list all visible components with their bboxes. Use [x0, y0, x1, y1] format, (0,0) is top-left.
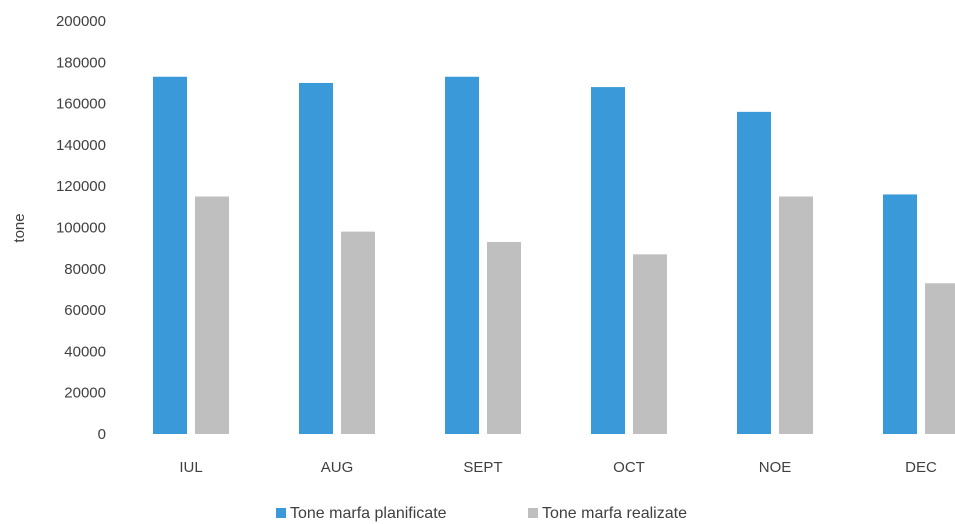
bars [153, 76, 955, 435]
bar-realized-iul [195, 196, 229, 434]
legend-label: Tone marfa planificate [290, 505, 447, 522]
bar-realized-aug [341, 231, 375, 434]
y-tick-label: 40000 [64, 343, 106, 360]
bar-planned-noe [737, 111, 771, 435]
bar-planned-iul [153, 76, 187, 434]
legend-label: Tone marfa realizate [542, 505, 687, 522]
x-tick-label: DEC [905, 459, 937, 476]
y-tick-label: 80000 [64, 261, 106, 278]
y-tick-label: 100000 [56, 220, 106, 237]
legend-swatch [528, 508, 538, 518]
bar-planned-aug [299, 82, 333, 434]
bar-realized-oct [633, 254, 667, 434]
legend-swatch [276, 508, 286, 518]
x-axis-ticks: IUL AUG SEPT OCT NOE DEC [179, 459, 937, 476]
y-tick-label: 180000 [56, 54, 106, 71]
y-tick-label: 0 [98, 426, 106, 443]
bar-realized-dec [925, 283, 955, 434]
x-tick-label: AUG [321, 459, 354, 476]
y-tick-label: 140000 [56, 137, 106, 154]
y-tick-label: 20000 [64, 385, 106, 402]
x-tick-label: SEPT [463, 459, 502, 476]
bar-realized-noe [779, 196, 813, 434]
x-tick-label: OCT [613, 459, 645, 476]
y-tick-label: 120000 [56, 178, 106, 195]
x-tick-label: IUL [179, 459, 202, 476]
y-axis-title: tone [11, 213, 28, 242]
bar-planned-dec [883, 194, 917, 434]
bar-planned-oct [591, 87, 625, 434]
y-tick-label: 160000 [56, 96, 106, 113]
bar-planned-sept [445, 76, 479, 434]
x-tick-label: NOE [759, 459, 792, 476]
bar-realized-sept [487, 241, 521, 434]
y-axis-ticks: 0 20000 40000 60000 80000 100000 120000 140000 1… [56, 13, 106, 443]
y-tick-label: 200000 [56, 13, 106, 30]
y-tick-label: 60000 [64, 302, 106, 319]
legend: Tone marfa planificate Tone marfa realiza… [276, 505, 687, 522]
